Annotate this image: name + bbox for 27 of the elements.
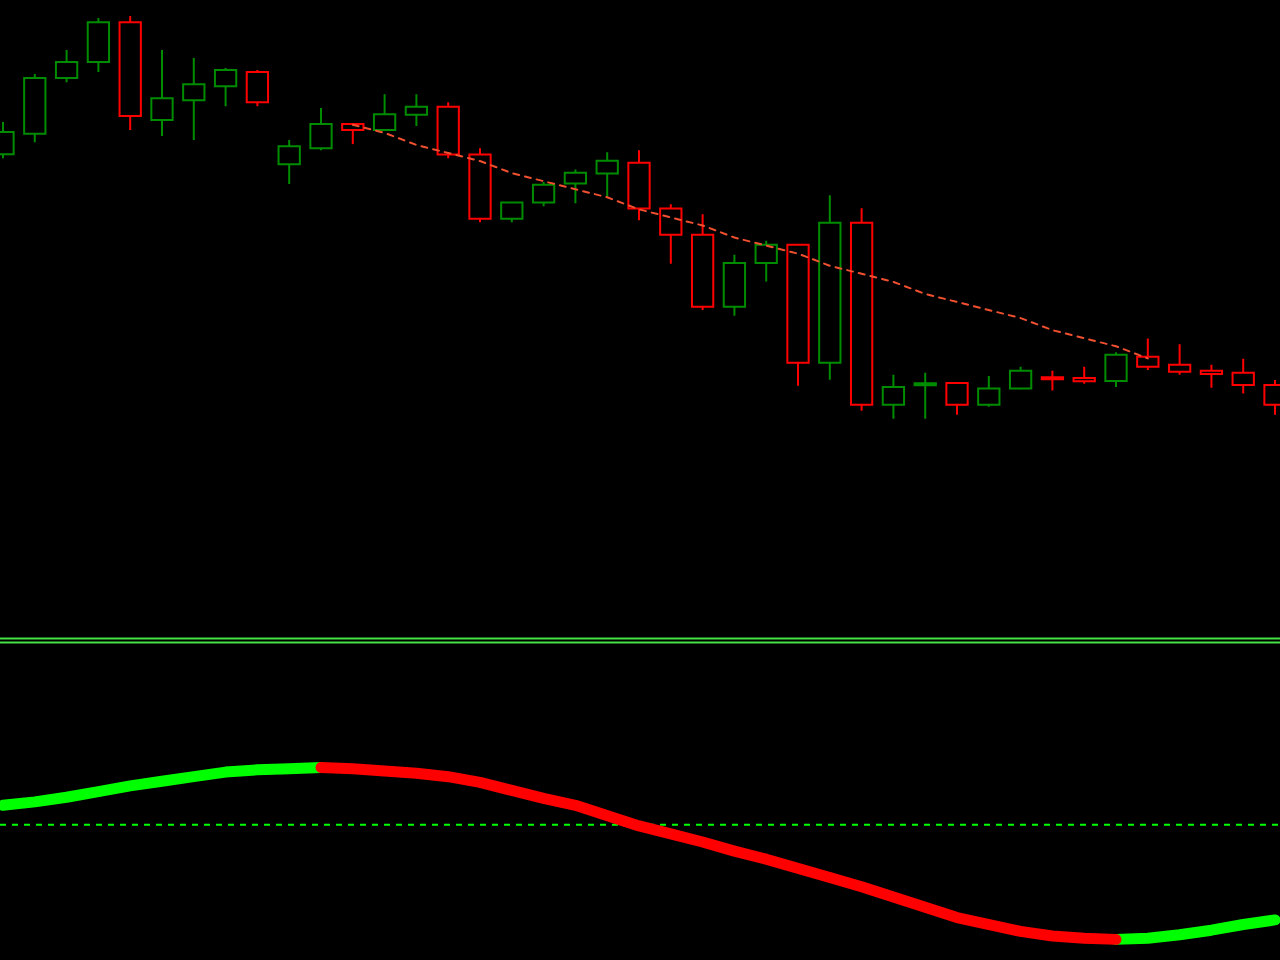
candlestick	[213, 67, 238, 108]
candlestick	[595, 151, 619, 200]
candlestick	[690, 213, 715, 312]
candlestick	[182, 56, 206, 142]
candlestick	[1167, 343, 1192, 376]
candlestick	[659, 203, 683, 265]
candlestick	[627, 149, 651, 222]
candlestick	[945, 381, 969, 416]
candlestick	[150, 48, 174, 138]
candlestick	[849, 207, 874, 412]
candlestick	[818, 194, 842, 381]
candlestick	[118, 15, 142, 132]
candlestick	[786, 243, 810, 387]
candlestick	[309, 106, 333, 152]
candlestick	[563, 168, 588, 205]
candlestick	[1231, 357, 1255, 395]
candlestick	[1040, 369, 1065, 392]
candlestick	[277, 139, 301, 186]
candlestick	[754, 239, 778, 283]
candlestick	[1199, 363, 1224, 389]
candlestick	[1136, 337, 1160, 372]
candlestick	[881, 373, 906, 420]
candlestick	[404, 93, 429, 128]
candlestick	[372, 93, 397, 132]
candlestick	[977, 375, 1001, 408]
candlestick	[913, 371, 937, 420]
candlestick	[341, 123, 365, 146]
